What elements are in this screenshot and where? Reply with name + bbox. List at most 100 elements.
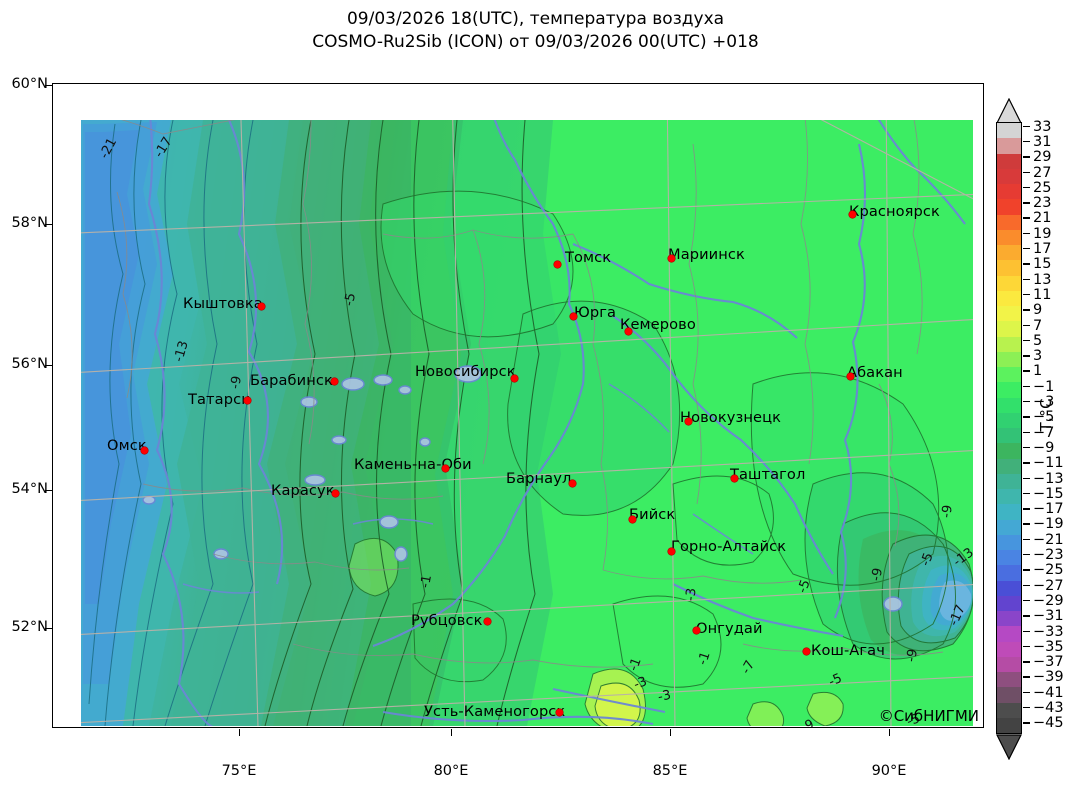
colorbar-tick-label: −39 bbox=[1033, 669, 1064, 686]
graticule bbox=[81, 120, 973, 726]
colorbar-tick-mark bbox=[1023, 385, 1030, 388]
city-marker[interactable] bbox=[258, 303, 265, 310]
lat-tick-mark-54 bbox=[45, 490, 52, 492]
city-label: Мариинск bbox=[668, 246, 745, 263]
city-label: Кемерово bbox=[620, 316, 696, 333]
colorbar-tick-label: −23 bbox=[1033, 547, 1064, 564]
colorbar-segment bbox=[997, 321, 1021, 337]
lat-tick-label-52: 52°N bbox=[11, 619, 48, 635]
colorbar-segment bbox=[997, 199, 1021, 215]
colorbar-segment bbox=[997, 153, 1021, 169]
colorbar-segment bbox=[997, 397, 1021, 413]
colorbar-tick-label: 33 bbox=[1033, 118, 1052, 135]
colorbar-tick-mark bbox=[1023, 691, 1030, 694]
city-label: Барнаул bbox=[506, 470, 572, 487]
city-marker[interactable] bbox=[141, 447, 148, 454]
city-label: Красноярск bbox=[849, 203, 940, 220]
city-label: Бийск bbox=[629, 506, 676, 523]
colorbar-tick-mark bbox=[1023, 661, 1030, 663]
colorbar-segment bbox=[997, 550, 1021, 566]
lon-tick-label-85: 85°E bbox=[652, 763, 688, 779]
colorbar[interactable]: 33 31 29 27 25 23 21 19 17 15 13 11 9 7 5 3 1 −1 −3 −5 −7 −9−… bbox=[996, 97, 1064, 761]
city-marker[interactable] bbox=[570, 313, 577, 320]
colorbar-segment bbox=[997, 367, 1021, 383]
colorbar-tick-mark bbox=[1023, 523, 1030, 525]
colorbar-tick-label: −11 bbox=[1033, 455, 1064, 472]
city-marker[interactable] bbox=[803, 648, 810, 655]
city-marker[interactable] bbox=[629, 516, 636, 523]
colorbar-segment bbox=[997, 519, 1021, 535]
colorbar-tick-mark bbox=[1023, 171, 1030, 173]
colorbar-title: T,°C bbox=[1037, 398, 1055, 432]
lat-tick-mark-52 bbox=[45, 628, 52, 630]
colorbar-segment bbox=[997, 306, 1021, 322]
colorbar-tick-label: −19 bbox=[1033, 516, 1064, 533]
colorbar-tick-mark bbox=[1023, 339, 1030, 342]
contour-label: -3 bbox=[683, 587, 700, 602]
lon-tick-label-80: 80°E bbox=[433, 763, 469, 779]
colorbar-tick-mark bbox=[1023, 140, 1030, 143]
city-label: Камень-на-Оби bbox=[354, 456, 472, 473]
city-marker[interactable] bbox=[556, 709, 563, 716]
lon-tick-mark-90 bbox=[889, 729, 891, 736]
colorbar-tick-label: 17 bbox=[1033, 241, 1052, 258]
city-marker[interactable] bbox=[511, 375, 518, 382]
city-marker[interactable] bbox=[484, 618, 491, 625]
city-marker[interactable] bbox=[442, 465, 449, 472]
lat-tick-mark-60 bbox=[45, 85, 52, 87]
city-marker[interactable] bbox=[847, 373, 854, 380]
colorbar-tick-label: 27 bbox=[1033, 164, 1052, 181]
colorbar-segment bbox=[997, 626, 1021, 642]
colorbar-tick-label: −13 bbox=[1033, 470, 1064, 487]
colorbar-tick-label: 5 bbox=[1033, 332, 1043, 349]
city-label: Усть-Каменогорск bbox=[424, 703, 566, 720]
colorbar-tick-label: −17 bbox=[1033, 501, 1064, 518]
lat-tick-mark-56 bbox=[45, 365, 52, 367]
colorbar-segment bbox=[997, 443, 1021, 459]
colorbar-gradient bbox=[996, 122, 1022, 734]
colorbar-segment bbox=[997, 504, 1021, 520]
city-label: Горно-Алтайск bbox=[671, 538, 787, 555]
city-marker[interactable] bbox=[668, 548, 675, 555]
city-marker[interactable] bbox=[685, 418, 692, 425]
map-plot-area[interactable]: -21 -17 -13 -9 -5 -1 -1 -1 -3 -3 -3 -5 -5 -5 -5 -7 -9 -9-… bbox=[52, 83, 984, 728]
colorbar-tick-label: −33 bbox=[1033, 623, 1064, 640]
city-marker[interactable] bbox=[849, 211, 856, 218]
map-canvas bbox=[53, 84, 983, 727]
contour-label: -9 bbox=[868, 566, 887, 583]
lat-tick-label-56: 56°N bbox=[11, 356, 48, 372]
city-marker[interactable] bbox=[731, 475, 738, 482]
city-marker[interactable] bbox=[554, 261, 561, 268]
city-marker[interactable] bbox=[693, 627, 700, 634]
colorbar-segment bbox=[997, 138, 1021, 154]
colorbar-tick-mark bbox=[1023, 309, 1030, 311]
city-label: Кош-Агач bbox=[811, 642, 885, 659]
colorbar-tick-mark bbox=[1023, 217, 1030, 219]
city-label: Онгудай bbox=[696, 620, 763, 637]
colorbar-tick-mark bbox=[1023, 232, 1030, 235]
colorbar-tick-label: 25 bbox=[1033, 179, 1052, 196]
city-label: Абакан bbox=[847, 364, 903, 381]
colorbar-segment bbox=[997, 412, 1021, 428]
colorbar-segment bbox=[997, 473, 1021, 489]
city-marker[interactable] bbox=[668, 255, 675, 262]
colorbar-tick-mark bbox=[1023, 630, 1030, 632]
city-marker[interactable] bbox=[331, 378, 338, 385]
city-marker[interactable] bbox=[244, 397, 251, 404]
colorbar-segment bbox=[997, 168, 1021, 184]
city-marker[interactable] bbox=[625, 328, 632, 335]
contour-label: -3 bbox=[656, 687, 673, 706]
colorbar-tick-label: −15 bbox=[1033, 485, 1064, 502]
colorbar-tick-label: 11 bbox=[1033, 286, 1052, 303]
colorbar-tick-label: −1 bbox=[1033, 378, 1055, 395]
colorbar-segment bbox=[997, 229, 1021, 245]
colorbar-tick-label: −21 bbox=[1033, 531, 1064, 548]
colorbar-tick-label: 7 bbox=[1033, 317, 1043, 334]
colorbar-segment bbox=[997, 489, 1021, 505]
colorbar-tick-label: 15 bbox=[1033, 256, 1052, 273]
city-marker[interactable] bbox=[332, 490, 339, 497]
title-line-1: 09/03/2026 18(UTC), температура воздуха bbox=[346, 9, 725, 29]
colorbar-tick-label: −41 bbox=[1033, 684, 1064, 701]
colorbar-tick-mark bbox=[1023, 676, 1030, 678]
city-marker[interactable] bbox=[569, 480, 576, 487]
